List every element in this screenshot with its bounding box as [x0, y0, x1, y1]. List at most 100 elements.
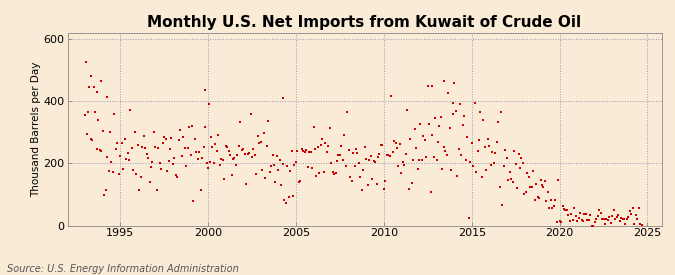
Point [624, 209, 635, 213]
Point [576, 217, 587, 222]
Point [557, 204, 568, 208]
Point [81, 132, 92, 136]
Point [169, 156, 180, 161]
Point [352, 151, 363, 156]
Point [163, 159, 174, 163]
Point [209, 160, 219, 165]
Point [331, 159, 342, 164]
Point [206, 134, 217, 139]
Point [359, 145, 370, 149]
Point [356, 187, 367, 192]
Point [597, 217, 608, 221]
Point [211, 149, 222, 153]
Point [370, 160, 381, 165]
Point [549, 198, 560, 202]
Point [105, 130, 115, 134]
Point [327, 169, 338, 174]
Point [342, 110, 352, 114]
Point [148, 130, 159, 134]
Point [439, 145, 450, 149]
Point [459, 114, 470, 119]
Point [227, 156, 238, 161]
Point [340, 163, 351, 168]
Point [446, 168, 456, 172]
Point [620, 221, 631, 226]
Point [551, 220, 562, 225]
Text: Source: U.S. Energy Information Administration: Source: U.S. Energy Information Administ… [7, 264, 238, 274]
Point [102, 155, 113, 159]
Point [116, 141, 127, 146]
Point [592, 214, 603, 219]
Point [573, 215, 584, 220]
Point [260, 176, 271, 181]
Point [176, 154, 187, 158]
Point [184, 125, 194, 129]
Point [204, 102, 215, 107]
Point [618, 216, 629, 221]
Point [519, 192, 530, 197]
Point [490, 151, 501, 155]
Point [523, 175, 534, 179]
Point [192, 157, 203, 161]
Point [548, 204, 559, 208]
Point [315, 143, 326, 147]
Point [460, 157, 471, 162]
Point [541, 199, 551, 203]
Point [583, 218, 594, 222]
Point [412, 166, 423, 171]
Point [311, 174, 322, 179]
Point [221, 145, 232, 149]
Point [276, 183, 287, 187]
Point [616, 216, 626, 220]
Point [385, 94, 396, 98]
Point [365, 154, 376, 158]
Point [470, 170, 481, 175]
Point [493, 120, 504, 125]
Point [355, 175, 366, 180]
Point [400, 152, 411, 156]
Point [329, 172, 340, 176]
Point [371, 182, 382, 186]
Point [102, 94, 113, 99]
Point [137, 144, 148, 149]
Point [132, 143, 143, 148]
Point [377, 143, 387, 147]
Point [157, 141, 168, 145]
Point [513, 152, 524, 156]
Point [223, 149, 234, 153]
Point [234, 144, 244, 148]
Point [296, 147, 307, 152]
Point [613, 213, 624, 217]
Point [90, 109, 101, 114]
Point [323, 143, 333, 148]
Point [574, 211, 585, 215]
Point [481, 168, 492, 173]
Point [622, 217, 632, 221]
Point [566, 212, 576, 216]
Point [428, 155, 439, 159]
Point [314, 171, 325, 176]
Point [387, 150, 398, 155]
Point [560, 208, 571, 212]
Point [495, 110, 506, 115]
Point [433, 140, 443, 144]
Point [408, 158, 418, 162]
Point [415, 122, 426, 127]
Point [87, 138, 98, 142]
Point [84, 84, 95, 89]
Point [588, 223, 599, 228]
Point [156, 167, 167, 171]
Point [292, 149, 303, 154]
Point [134, 187, 144, 192]
Point [595, 211, 606, 216]
Point [456, 152, 467, 157]
Point [361, 157, 372, 161]
Point [556, 220, 566, 224]
Point [466, 141, 477, 145]
Point [358, 168, 369, 173]
Point [474, 138, 485, 142]
Point [475, 109, 486, 114]
Point [160, 137, 171, 141]
Point [107, 170, 118, 174]
Point [425, 189, 436, 194]
